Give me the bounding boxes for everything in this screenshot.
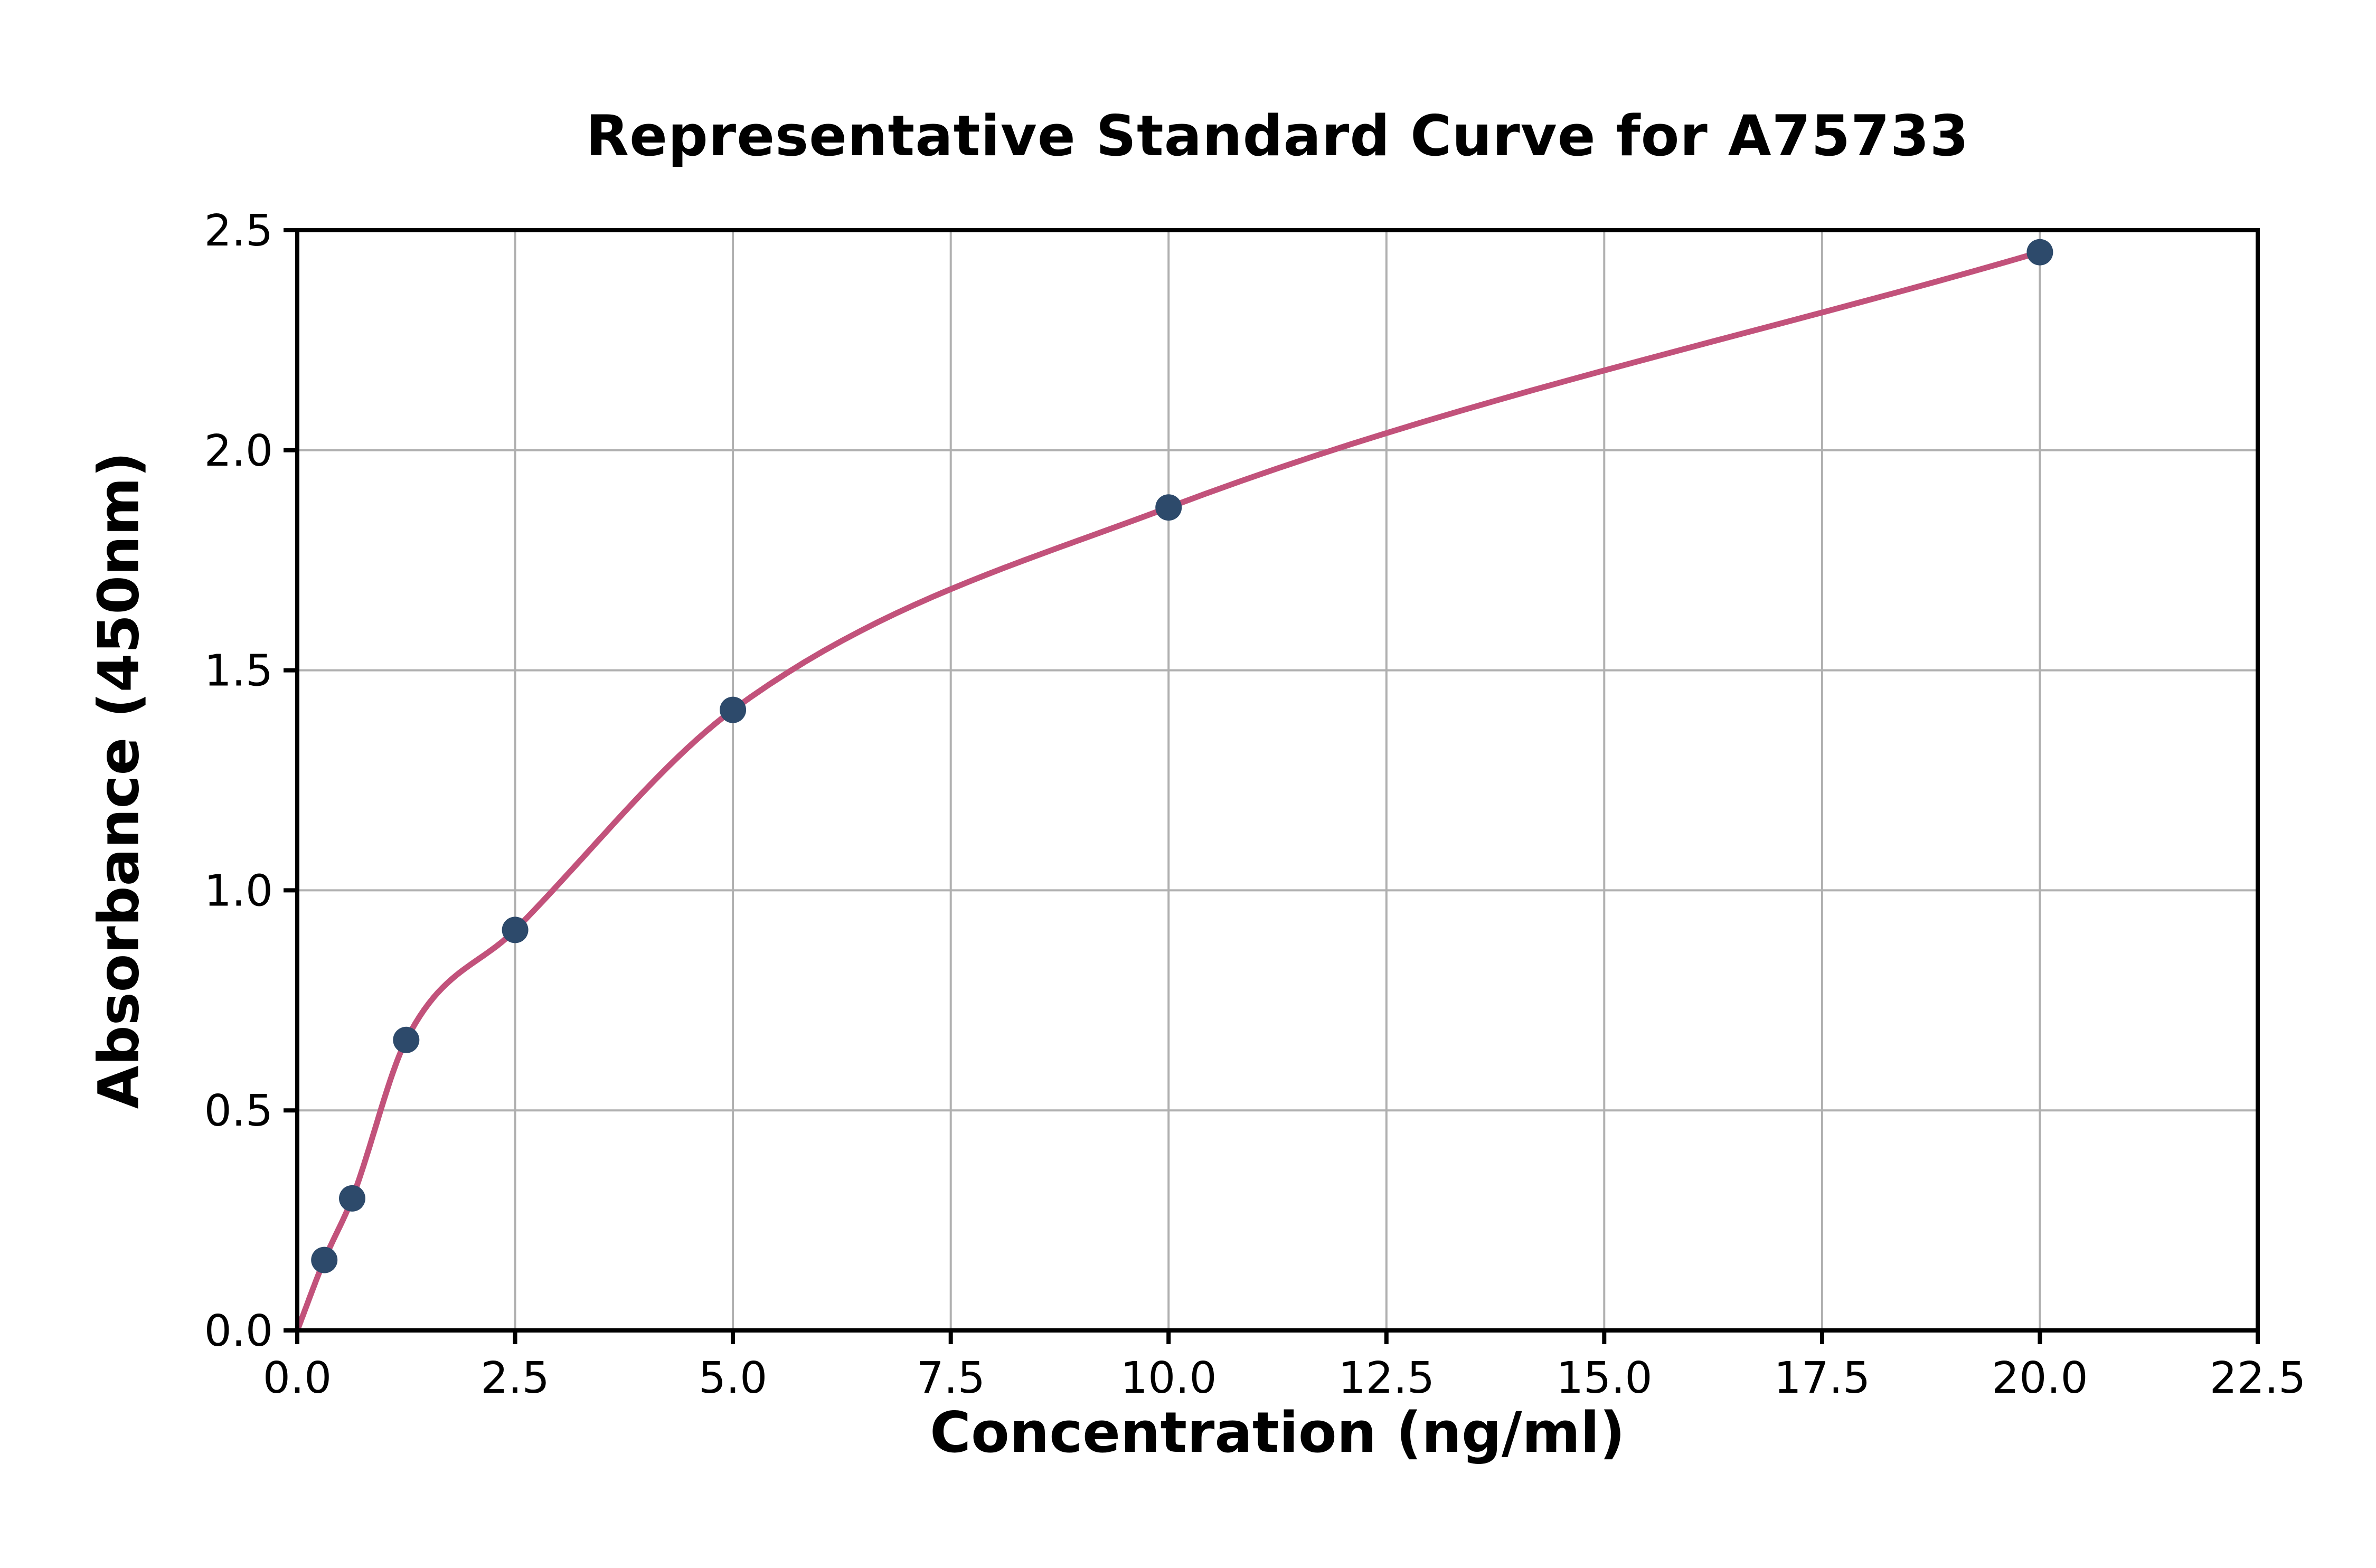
data-point <box>720 696 747 723</box>
y-tick-label: 2.0 <box>204 426 273 476</box>
y-axis-label: Absorbance (450nm) <box>86 451 152 1109</box>
data-point <box>1155 494 1182 521</box>
x-tick-label: 20.0 <box>1992 1353 2088 1403</box>
y-tick-label: 1.5 <box>204 646 273 696</box>
x-tick-label: 12.5 <box>1338 1353 1435 1403</box>
x-tick-label: 10.0 <box>1120 1353 1217 1403</box>
x-tick-label: 0.0 <box>263 1353 332 1403</box>
x-tick-label: 17.5 <box>1774 1353 1871 1403</box>
x-axis-label: Concentration (ng/ml) <box>930 1400 1625 1465</box>
chart-title: Representative Standard Curve for A75733 <box>586 103 1969 168</box>
data-point <box>311 1246 338 1273</box>
y-tick-label: 0.5 <box>204 1086 273 1136</box>
x-tick-label: 2.5 <box>480 1353 549 1403</box>
y-tick-label: 2.5 <box>204 206 273 256</box>
data-point <box>502 917 529 943</box>
data-point <box>393 1026 420 1053</box>
data-point <box>339 1185 365 1212</box>
x-tick-label: 15.0 <box>1556 1353 1653 1403</box>
plot-border <box>295 228 2260 1333</box>
y-tick-label: 1.0 <box>204 866 273 916</box>
y-tick-label: 0.0 <box>204 1306 273 1356</box>
x-tick-label: 7.5 <box>916 1353 985 1403</box>
x-tick-label: 5.0 <box>699 1353 767 1403</box>
data-point <box>2026 239 2053 266</box>
x-tick-label: 22.5 <box>2210 1353 2306 1403</box>
